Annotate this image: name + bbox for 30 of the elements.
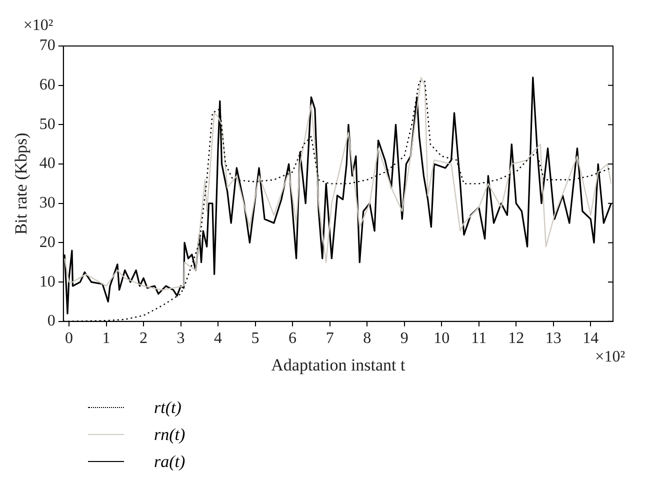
x-axis-title: Adaptation instant t <box>271 355 406 374</box>
x-tick-label: 9 <box>400 330 408 348</box>
x-tick-label: 7 <box>326 330 334 348</box>
y-axis-title: Bit rate (Kbps) <box>12 132 31 235</box>
x-tick-label: 13 <box>545 330 562 348</box>
x-tick-label: 6 <box>288 330 297 348</box>
x-tick-label: 10 <box>434 330 450 348</box>
legend-label: rt(t) <box>154 398 182 418</box>
y-tick-label: 0 <box>47 312 56 330</box>
text: ×10² <box>595 348 626 366</box>
x-tick-label: 1 <box>102 330 110 348</box>
x-tick-label: 3 <box>176 330 185 348</box>
x-tick-label: 14 <box>582 330 599 348</box>
y-tick-label: 50 <box>39 116 56 133</box>
y-tick-label: 60 <box>39 76 56 94</box>
x-tick-label: 2 <box>140 330 148 348</box>
x-tick-label: 12 <box>508 330 524 348</box>
y-tick-label: 30 <box>39 194 56 212</box>
x-tick-label: 8 <box>363 330 372 348</box>
x-tick-label: 4 <box>214 330 222 348</box>
text: ×10² <box>23 17 54 34</box>
y-tick-label: 40 <box>39 155 56 172</box>
y-tick-label: 10 <box>39 273 56 290</box>
y-tick-label: 20 <box>39 234 56 251</box>
legend-label: rn(t) <box>154 424 186 444</box>
x-tick-label: 11 <box>471 330 487 348</box>
legend-label: ra(t) <box>154 452 186 472</box>
x-tick-label: 0 <box>64 330 73 348</box>
x-tick-label: 5 <box>251 330 260 348</box>
y-tick-label: 70 <box>39 37 56 54</box>
